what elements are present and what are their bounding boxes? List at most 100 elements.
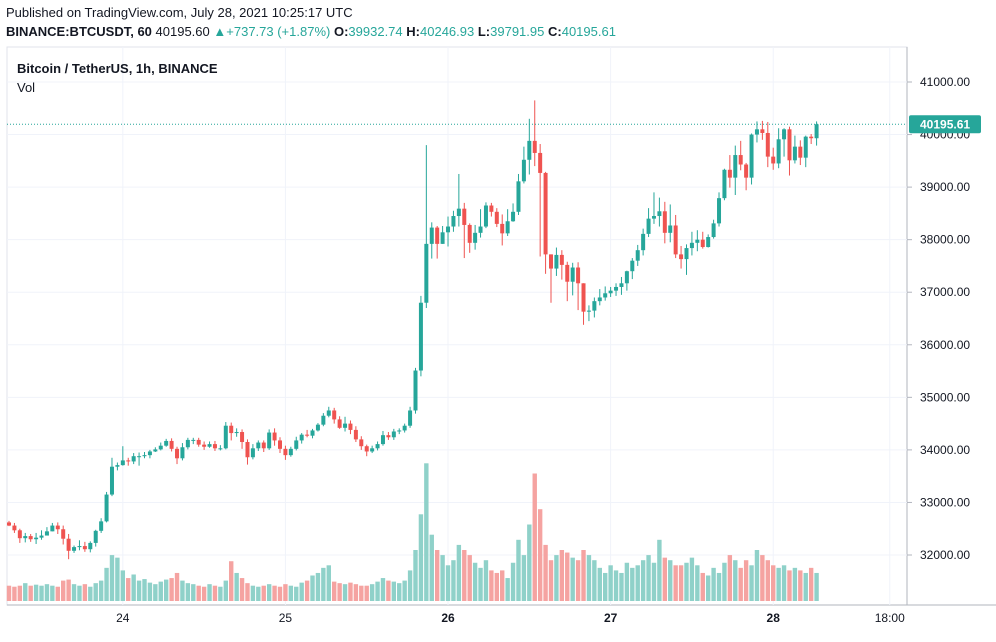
candle[interactable] [592, 297, 597, 318]
candle[interactable] [180, 443, 185, 461]
candle[interactable] [142, 451, 147, 459]
candle[interactable] [608, 286, 613, 297]
candle[interactable] [782, 128, 787, 157]
candle[interactable] [321, 413, 326, 427]
candle[interactable] [196, 437, 201, 447]
candle[interactable] [679, 245, 684, 269]
candle[interactable] [218, 445, 223, 451]
candle[interactable] [386, 432, 391, 440]
time-axis[interactable]: 24 25 26 27 28 18:00 [116, 611, 905, 625]
candle[interactable] [787, 126, 792, 176]
candle[interactable] [624, 270, 629, 291]
candle[interactable] [641, 228, 646, 256]
candle[interactable] [240, 429, 245, 449]
candle[interactable] [34, 532, 39, 544]
candle[interactable] [348, 420, 353, 435]
candle[interactable] [305, 429, 310, 438]
candle[interactable] [505, 209, 510, 236]
candle[interactable] [115, 462, 120, 471]
candle[interactable] [185, 437, 190, 450]
candle[interactable] [413, 367, 418, 414]
candle[interactable] [429, 222, 434, 259]
candle[interactable] [435, 226, 440, 259]
candle[interactable] [104, 491, 109, 523]
candle[interactable] [538, 144, 543, 257]
candle[interactable] [288, 446, 293, 457]
candle[interactable] [754, 121, 759, 143]
candle[interactable] [169, 438, 174, 452]
candle[interactable] [55, 522, 60, 534]
candle[interactable] [283, 445, 288, 460]
candle[interactable] [131, 453, 136, 465]
candle[interactable] [72, 545, 77, 553]
candle[interactable] [310, 428, 315, 439]
candle[interactable] [147, 449, 152, 459]
candle[interactable] [803, 135, 808, 168]
candle[interactable] [39, 530, 44, 540]
candle[interactable] [229, 422, 234, 441]
candle[interactable] [657, 197, 662, 227]
candle[interactable] [364, 444, 369, 457]
candle[interactable] [549, 254, 553, 303]
candle[interactable] [543, 171, 548, 274]
candle[interactable] [614, 283, 619, 296]
candle[interactable] [61, 525, 66, 545]
candle[interactable] [261, 440, 266, 452]
candle[interactable] [630, 258, 635, 280]
candle[interactable] [370, 445, 375, 454]
candle[interactable] [418, 295, 423, 377]
candle[interactable] [299, 433, 304, 444]
candle[interactable] [532, 100, 537, 167]
candle[interactable] [727, 155, 732, 188]
candle[interactable] [397, 428, 402, 435]
candle[interactable] [164, 438, 169, 447]
candle[interactable] [722, 168, 727, 201]
candle[interactable] [771, 147, 776, 170]
candle[interactable] [668, 204, 673, 243]
candle[interactable] [137, 452, 142, 466]
candle[interactable] [489, 202, 494, 217]
candle[interactable] [315, 423, 320, 432]
candle[interactable] [391, 428, 396, 440]
candle[interactable] [99, 518, 104, 533]
candle[interactable] [343, 416, 348, 432]
candle[interactable] [50, 522, 55, 532]
candle[interactable] [332, 407, 337, 424]
candles[interactable] [7, 100, 819, 560]
candle[interactable] [93, 529, 98, 547]
candle[interactable] [700, 231, 705, 249]
candle[interactable] [662, 201, 667, 244]
candle[interactable] [500, 214, 505, 246]
candle[interactable] [619, 276, 624, 295]
candle[interactable] [765, 121, 770, 168]
candle[interactable] [511, 203, 516, 222]
candle[interactable] [12, 522, 17, 533]
candle[interactable] [202, 441, 207, 450]
candle[interactable] [576, 262, 581, 311]
candle[interactable] [581, 283, 586, 325]
candle[interactable] [733, 145, 738, 195]
candle[interactable] [44, 527, 49, 536]
candle[interactable] [88, 541, 93, 553]
candle[interactable] [337, 416, 342, 429]
candle[interactable] [570, 262, 575, 296]
candle[interactable] [375, 441, 380, 451]
candle[interactable] [554, 247, 559, 276]
candle[interactable] [744, 162, 749, 191]
candle[interactable] [792, 135, 797, 164]
candle[interactable] [651, 192, 656, 224]
candle[interactable] [326, 406, 331, 418]
candle[interactable] [646, 208, 651, 238]
candle[interactable] [28, 533, 33, 542]
candle[interactable] [66, 533, 71, 560]
candle[interactable] [451, 210, 456, 232]
candle[interactable] [82, 541, 87, 552]
candle[interactable] [603, 286, 608, 301]
candle[interactable] [256, 440, 261, 451]
candle[interactable] [126, 457, 131, 466]
candle[interactable] [408, 406, 413, 428]
candle[interactable] [207, 441, 212, 448]
candle[interactable] [749, 133, 754, 185]
candle[interactable] [462, 202, 467, 259]
